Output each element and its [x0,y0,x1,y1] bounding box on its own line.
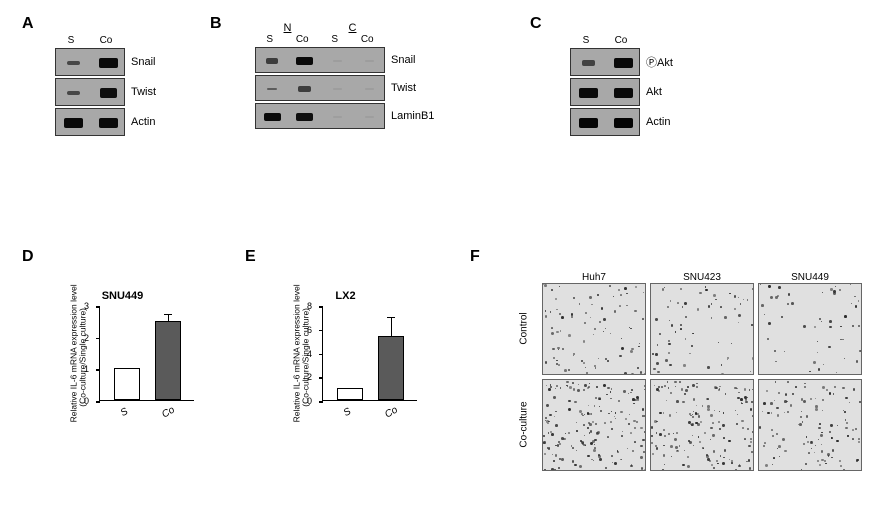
x-tick: S [342,406,353,419]
western-blot-c: S Co ⓅAkt Akt Actin [570,35,673,138]
y-tick: 2 [307,372,312,382]
y-tick: 4 [307,349,312,359]
y-tick: 0 [307,396,312,406]
micro-cell [650,379,754,471]
band [333,60,342,63]
panel-label-b: B [210,15,222,33]
band [264,113,281,122]
micro-row-label: Control [519,289,530,369]
blot-row-twist [55,78,125,106]
row-label: Twist [391,82,416,94]
lane-label: Co [296,34,309,45]
row-label: Snail [391,54,415,66]
lane-label: S [266,34,273,45]
x-tick: Co [383,405,400,421]
lane-label: S [583,35,590,46]
micro-col-header: SNU423 [650,272,754,283]
blot-row-actin [55,108,125,136]
band [333,116,342,118]
band [67,61,80,66]
blot-row-ⓟakt [570,48,640,76]
y-tick: 6 [307,325,312,335]
group-label: C [320,22,385,34]
band [614,88,632,97]
band [64,118,82,127]
band [333,88,342,91]
bar-Co [155,321,181,400]
row-label: Actin [646,116,670,128]
blot-row-snail [55,48,125,76]
lane-label: Co [100,35,113,46]
panel-label-c: C [530,15,542,33]
band [67,91,80,96]
micro-cell [650,283,754,375]
row-label: Snail [131,56,155,68]
y-tick: 8 [307,301,312,311]
band [365,88,374,91]
blot-row-actin [570,108,640,136]
y-tick: 2 [84,333,89,343]
panel-label-d: D [22,248,34,266]
western-blot-a: S Co Snail Twist Actin [55,35,156,138]
micro-cell [758,379,862,471]
micrograph-grid-f: Huh7 SNU423 SNU449 Control Co-culture [520,272,862,471]
blot-row-snail [255,47,385,73]
band [582,60,595,65]
y-tick: 1 [84,364,89,374]
panel-label-f: F [470,248,480,266]
bar-S [114,368,140,400]
row-label: ⓅAkt [646,54,673,70]
lane-label: S [331,34,338,45]
row-label: Akt [646,86,662,98]
x-tick: S [119,406,130,419]
band [266,58,279,63]
lane-label: S [68,35,75,46]
band [614,118,633,128]
micro-cell [542,379,646,471]
micro-cell [542,283,646,375]
bar-S [337,388,363,400]
band [296,113,313,121]
chart-area: 0123SCo [99,306,194,401]
band [365,116,374,118]
micro-cell [758,283,862,375]
blot-row-laminb1 [255,103,385,129]
bar-chart-e: LX2Relative IL-6 mRNA expression level(C… [278,290,417,401]
bar-chart-d: SNU449Relative IL-6 mRNA expression leve… [55,290,194,401]
row-label: Twist [131,86,156,98]
x-tick: Co [160,405,177,421]
micro-col-header: SNU449 [758,272,862,283]
micro-row-label: Co-culture [519,385,530,465]
y-tick: 3 [84,301,89,311]
band [100,88,118,97]
panel-label-e: E [245,248,256,266]
band [99,58,117,67]
band [298,86,311,91]
lane-label: Co [361,34,374,45]
band [267,88,277,91]
band [579,88,597,97]
bar-Co [378,336,404,400]
blot-row-akt [570,78,640,106]
group-label: N [255,22,320,34]
band [579,118,598,128]
western-blot-b: NCSCoSCoSnailTwistLaminB1 [255,22,434,131]
panel-label-a: A [22,15,34,33]
row-label: LaminB1 [391,110,434,122]
y-tick: 0 [84,396,89,406]
blot-row-twist [255,75,385,101]
band [296,57,313,66]
row-label: Actin [131,116,155,128]
band [365,60,374,63]
lane-label: Co [615,35,628,46]
chart-area: 02468SCo [322,306,417,401]
micro-col-header: Huh7 [542,272,646,283]
band [99,118,117,127]
band [614,58,632,67]
